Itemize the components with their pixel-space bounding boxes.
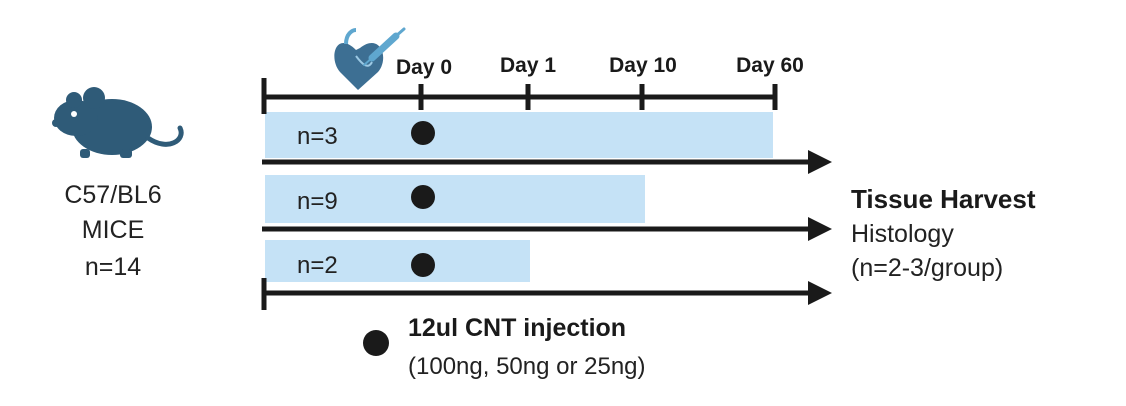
timeline-axis: [261, 78, 778, 114]
legend-title: 12ul CNT injection: [408, 314, 626, 342]
day-label-10: Day 10: [609, 54, 677, 77]
outcome-title: Tissue Harvest: [851, 184, 1036, 214]
mouse-icon: [52, 87, 184, 158]
mouse-strain-label: C57/BL6: [64, 181, 161, 209]
heart-icon: [334, 28, 384, 90]
group-band-3: [265, 240, 530, 282]
outcome-line2: (n=2-3/group): [851, 254, 1003, 282]
group-band-1: [265, 112, 773, 158]
day-label-0: Day 0: [396, 56, 452, 79]
injection-marker-3: [411, 253, 435, 277]
injection-marker-1: [411, 121, 435, 145]
day-label-1: Day 1: [500, 54, 556, 77]
arrow-head-1: [808, 150, 832, 174]
legend-detail: (100ng, 50ng or 25ng): [408, 353, 646, 380]
group-label-1: n=3: [297, 123, 338, 150]
injection-marker-2: [411, 185, 435, 209]
group-label-2: n=9: [297, 188, 338, 215]
outcome-line1: Histology: [851, 220, 954, 248]
mouse-count-label: n=14: [85, 253, 141, 281]
arrow-head-3: [808, 281, 832, 305]
group-label-3: n=2: [297, 252, 338, 279]
legend-injection-marker: [363, 330, 389, 356]
group-band-2: [265, 175, 645, 223]
group-arrows: [261, 159, 808, 310]
mouse-kind-label: MICE: [82, 216, 145, 244]
arrow-head-2: [808, 217, 832, 241]
syringe-icon: [363, 27, 406, 66]
day-label-60: Day 60: [736, 54, 804, 77]
